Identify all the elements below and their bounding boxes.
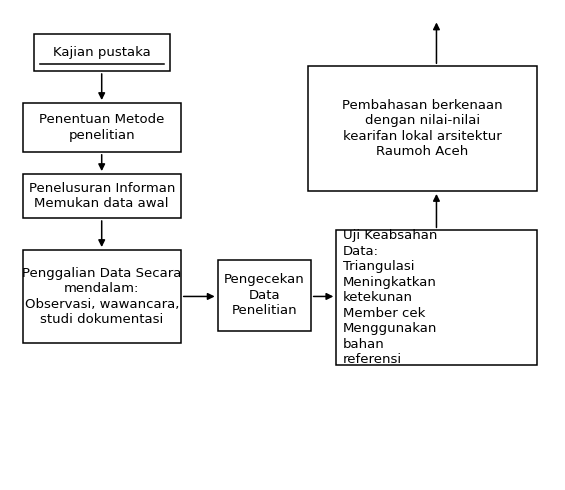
Text: Penentuan Metode
penelitian: Penentuan Metode penelitian	[39, 113, 164, 142]
Text: Uji Keabsahan
Data:
Triangulasi
Meningkatkan
ketekunan
Member cek
Menggunakan
ba: Uji Keabsahan Data: Triangulasi Meningka…	[343, 229, 437, 366]
FancyBboxPatch shape	[218, 260, 311, 331]
Text: Penelusuran Informan
Memukan data awal: Penelusuran Informan Memukan data awal	[28, 182, 175, 210]
Text: Penggalian Data Secara
mendalam:
Observasi, wawancara,
studi dokumentasi: Penggalian Data Secara mendalam: Observa…	[22, 267, 181, 326]
Text: Kajian pustaka: Kajian pustaka	[53, 46, 151, 59]
Text: Pengecekan
Data
Penelitian: Pengecekan Data Penelitian	[224, 273, 305, 317]
FancyBboxPatch shape	[308, 66, 537, 191]
FancyBboxPatch shape	[23, 174, 181, 218]
FancyBboxPatch shape	[34, 34, 170, 71]
FancyBboxPatch shape	[23, 250, 181, 343]
FancyBboxPatch shape	[23, 103, 181, 152]
Text: Pembahasan berkenaan
dengan nilai-nilai
kearifan lokal arsitektur
Raumoh Aceh: Pembahasan berkenaan dengan nilai-nilai …	[342, 99, 503, 158]
FancyBboxPatch shape	[336, 230, 537, 365]
